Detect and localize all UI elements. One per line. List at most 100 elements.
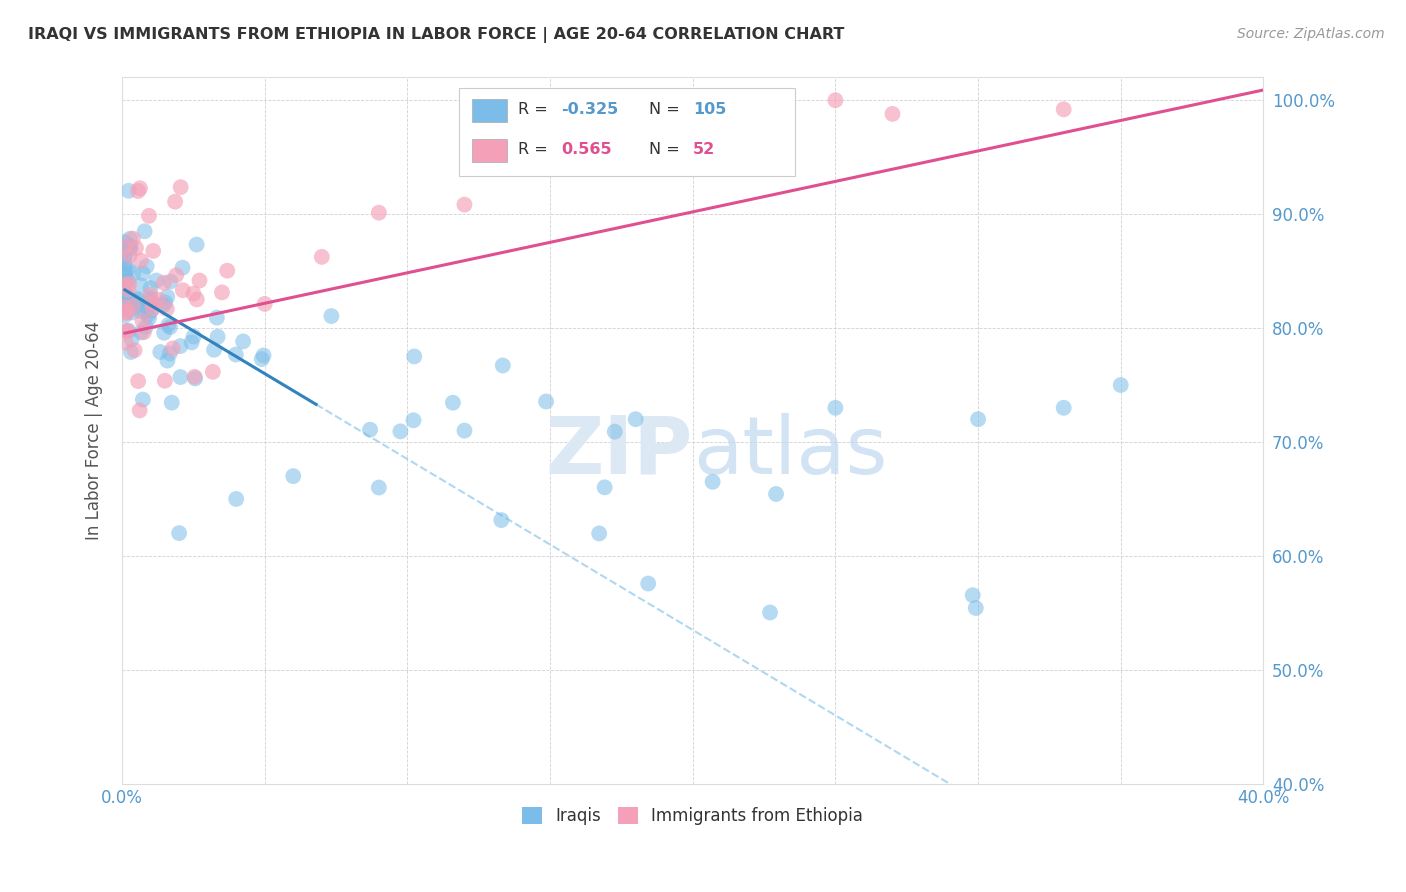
Point [1053, 401, 1076, 415]
Point [250, 352, 273, 367]
Point [367, 205, 389, 219]
Point [115, 324, 138, 338]
Point [129, 181, 152, 195]
Point [603, 425, 626, 439]
Point [117, 283, 139, 297]
Point [311, 250, 333, 264]
Point [172, 283, 194, 297]
Point [167, 526, 190, 541]
Point [118, 249, 141, 263]
Point [217, 263, 239, 277]
Point [135, 319, 157, 334]
FancyBboxPatch shape [472, 139, 506, 162]
Point [156, 301, 179, 316]
Point [367, 481, 389, 495]
Point [127, 292, 149, 306]
Point [124, 343, 146, 358]
Point [253, 297, 276, 311]
Point [132, 266, 155, 280]
Point [114, 286, 136, 301]
Point [283, 469, 305, 483]
Point [125, 241, 148, 255]
Point [389, 425, 412, 439]
Point [593, 480, 616, 494]
Point [127, 374, 149, 388]
Point [165, 194, 187, 209]
Point [129, 253, 152, 268]
Point [207, 329, 229, 343]
Point [128, 403, 150, 417]
Point [186, 293, 208, 307]
Point [534, 394, 557, 409]
Point [682, 93, 704, 107]
Point [120, 296, 142, 310]
Point [141, 303, 163, 318]
Point [136, 308, 159, 322]
Point [1109, 378, 1132, 392]
Point [453, 197, 475, 211]
Point [404, 350, 426, 364]
Point [118, 238, 141, 252]
Point [139, 288, 162, 302]
Point [588, 526, 610, 541]
Point [453, 424, 475, 438]
Y-axis label: In Labor Force | Age 20-64: In Labor Force | Age 20-64 [86, 321, 103, 541]
Point [183, 369, 205, 384]
Point [359, 423, 381, 437]
Point [162, 342, 184, 356]
Point [117, 324, 139, 338]
Point [125, 297, 148, 311]
Point [184, 371, 207, 385]
Text: atlas: atlas [693, 413, 887, 491]
Point [145, 273, 167, 287]
Point [114, 250, 136, 264]
Point [135, 301, 157, 315]
Point [183, 329, 205, 343]
Point [132, 325, 155, 339]
Point [114, 277, 136, 292]
Point [149, 345, 172, 359]
Point [967, 412, 990, 426]
Point [134, 304, 156, 318]
Point [153, 276, 176, 290]
Text: -0.325: -0.325 [561, 102, 619, 117]
Point [159, 346, 181, 360]
Point [205, 310, 228, 325]
Point [114, 248, 136, 262]
Point [159, 320, 181, 334]
Point [180, 335, 202, 350]
Point [156, 290, 179, 304]
Point [139, 293, 162, 307]
Point [153, 374, 176, 388]
Point [962, 588, 984, 602]
Point [114, 240, 136, 254]
Point [114, 274, 136, 288]
Point [142, 296, 165, 310]
Point [824, 401, 846, 415]
Point [252, 348, 274, 362]
Point [124, 297, 146, 311]
Point [128, 293, 150, 307]
Legend: Iraqis, Immigrants from Ethiopia: Iraqis, Immigrants from Ethiopia [522, 806, 863, 825]
Point [402, 413, 425, 427]
Point [117, 262, 139, 277]
Point [188, 274, 211, 288]
Point [156, 353, 179, 368]
Point [118, 277, 141, 291]
Point [121, 296, 143, 310]
Point [141, 301, 163, 316]
Point [225, 347, 247, 361]
Text: 0.565: 0.565 [561, 142, 612, 157]
Point [121, 332, 143, 346]
Point [170, 180, 193, 194]
Point [172, 260, 194, 275]
Point [160, 395, 183, 409]
Point [115, 324, 138, 338]
Point [186, 237, 208, 252]
Point [115, 306, 138, 320]
Point [321, 309, 343, 323]
Point [765, 487, 787, 501]
Point [129, 326, 152, 340]
Point [114, 266, 136, 280]
Point [202, 343, 225, 357]
